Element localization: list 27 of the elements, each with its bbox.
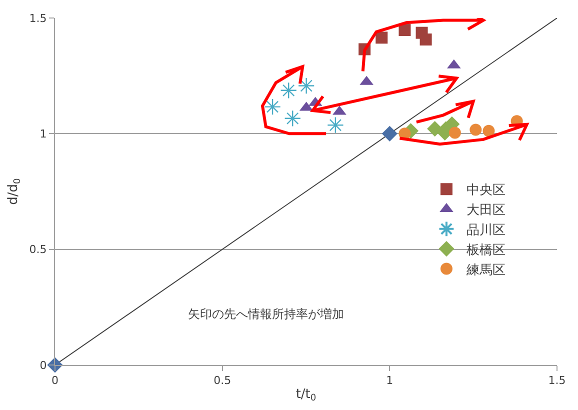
- point: [482, 124, 495, 137]
- point: [327, 116, 344, 134]
- point: [280, 82, 297, 99]
- y-tick-label: 1.5: [29, 12, 47, 25]
- point: [284, 110, 302, 127]
- point: [420, 34, 432, 46]
- legend-label: 練馬区: [465, 262, 506, 278]
- point: [470, 124, 482, 136]
- point: [298, 77, 315, 94]
- point: [398, 24, 411, 36]
- legend-label: 品川区: [466, 222, 506, 238]
- annotation: 矢印の先へ情報所持率が増加: [188, 307, 344, 321]
- y-tick-label: 1: [40, 128, 47, 141]
- legend-label: 板橋区: [465, 242, 506, 258]
- legend-label: 大田区: [466, 203, 506, 218]
- point: [376, 32, 388, 44]
- x-tick-label: 1: [386, 374, 394, 388]
- x-tick-label: 0.5: [214, 374, 232, 388]
- legend-label: 中央区: [466, 183, 506, 198]
- y-tick-label: 0.5: [29, 243, 47, 256]
- x-tick-label: 0: [52, 374, 58, 388]
- x-tick-label: 1.5: [548, 374, 566, 388]
- point: [382, 126, 398, 142]
- point: [448, 126, 461, 139]
- point: [264, 98, 281, 116]
- x-axis-title: t/t$_{0}$: [296, 386, 316, 404]
- y-tick-label: 0: [40, 358, 47, 372]
